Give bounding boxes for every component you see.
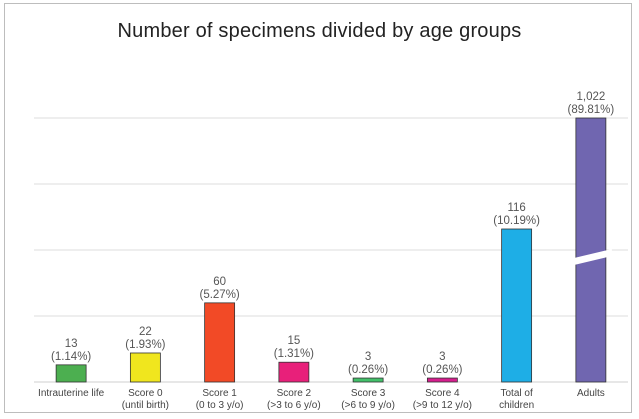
gridlines <box>34 117 628 383</box>
percent-label-score-2-3-to-6-y-o: (1.31%) <box>274 348 314 360</box>
bar-score-2-3-to-6-y-o <box>278 361 310 383</box>
category-label-score-3-6-to-9-y-o-sub: (>6 to 9 y/o) <box>341 400 395 411</box>
value-label-intrauterine-life: 13 <box>65 338 78 350</box>
category-label-intrauterine-life: Intrauterine life <box>38 388 105 399</box>
category-label-total-of-children: Total of <box>501 388 533 399</box>
bar-score-3-6-to-9-y-o <box>352 377 384 383</box>
value-label-score-2-3-to-6-y-o: 15 <box>287 335 300 347</box>
category-label-score-2-3-to-6-y-o-sub: (>3 to 6 y/o) <box>267 400 321 411</box>
value-label-adults: 1,022 <box>576 91 605 103</box>
category-label-adults: Adults <box>577 388 605 399</box>
bar-total-of-children <box>501 228 533 383</box>
bars <box>55 117 612 383</box>
percent-label-score-1-0-to-3-y-o: (5.27%) <box>199 289 239 301</box>
value-label-total-of-children: 116 <box>507 202 525 214</box>
category-label-score-2-3-to-6-y-o: Score 2 <box>277 388 312 399</box>
category-label-score-4-9-to-12-y-o-sub: (>9 to 12 y/o) <box>413 400 472 411</box>
percent-label-adults: (89.81%) <box>568 104 615 116</box>
category-label-score-4-9-to-12-y-o: Score 4 <box>425 388 460 399</box>
category-labels: Intrauterine life Score 0(until birth) Sco… <box>38 388 605 411</box>
percent-label-total-of-children: (10.19%) <box>493 215 540 227</box>
category-label-score-0-until-birth: Score 0 <box>128 388 163 399</box>
percent-label-score-4-9-to-12-y-o: (0.26%) <box>422 364 462 376</box>
bar-score-4-9-to-12-y-o <box>426 377 458 383</box>
category-label-score-3-6-to-9-y-o: Score 3 <box>351 388 386 399</box>
bar-score-0-until-birth <box>129 352 161 383</box>
percent-label-score-0-until-birth: (1.93%) <box>125 339 165 351</box>
chart-title: Number of specimens divided by age group… <box>117 20 522 42</box>
bar-score-1-0-to-3-y-o <box>204 302 236 383</box>
bar-intrauterine-life <box>55 364 87 383</box>
bar-adults <box>575 117 607 383</box>
value-label-score-3-6-to-9-y-o: 3 <box>365 351 371 363</box>
percent-label-intrauterine-life: (1.14%) <box>51 351 91 363</box>
category-label-total-of-children-sub: children <box>499 400 534 411</box>
category-label-score-1-0-to-3-y-o-sub: (0 to 3 y/o) <box>196 400 244 411</box>
percent-label-score-3-6-to-9-y-o: (0.26%) <box>348 364 388 376</box>
category-label-score-1-0-to-3-y-o: Score 1 <box>202 388 237 399</box>
category-label-score-0-until-birth-sub: (until birth) <box>122 400 169 411</box>
value-label-score-4-9-to-12-y-o: 3 <box>439 351 445 363</box>
axis-break-mark <box>569 249 612 266</box>
value-label-score-1-0-to-3-y-o: 60 <box>213 276 226 288</box>
data-labels: 13(1.14%)22(1.93%)60(5.27%)15(1.31%) 3(0.… <box>51 91 614 376</box>
value-label-score-0-until-birth: 22 <box>139 326 152 338</box>
